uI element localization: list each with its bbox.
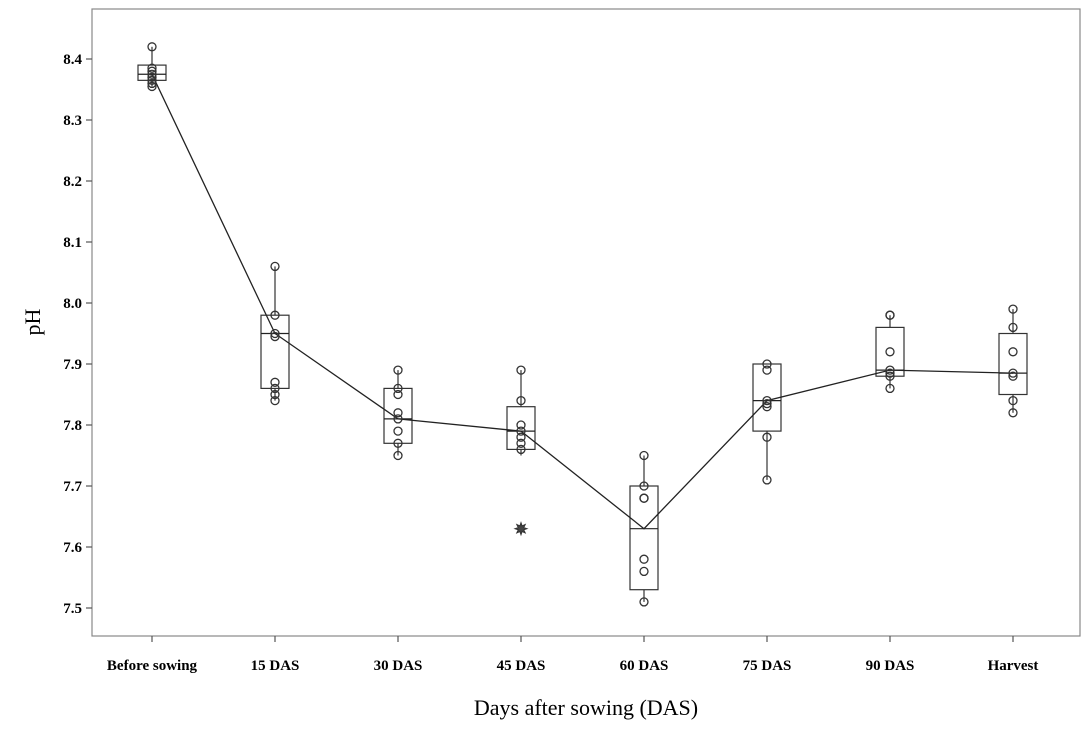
data-point xyxy=(762,398,772,409)
data-point xyxy=(885,347,895,357)
box-6 xyxy=(752,363,782,480)
y-axis: 7.5 7.6 7.7 7.8 7.9 8.0 8.1 8.2 8.3 8.4 xyxy=(63,52,92,617)
y-tick-label: 7.7 xyxy=(63,479,82,495)
x-tick-label: 15 DAS xyxy=(251,658,300,674)
data-point xyxy=(1008,304,1018,314)
box-2 xyxy=(260,266,290,401)
data-point xyxy=(639,554,649,564)
data-point xyxy=(393,426,403,436)
data-point xyxy=(762,402,772,412)
data-point xyxy=(1008,322,1018,333)
data-point xyxy=(639,450,649,461)
y-tick-label: 8.3 xyxy=(63,113,82,129)
x-axis-label: Days after sowing (DAS) xyxy=(474,695,698,720)
data-point xyxy=(393,383,403,394)
data-point xyxy=(516,365,526,375)
data-point xyxy=(147,42,157,52)
y-tick-label: 8.2 xyxy=(63,174,82,190)
data-point xyxy=(270,328,280,339)
box-3 xyxy=(383,370,413,456)
data-point xyxy=(147,72,157,82)
box-4 xyxy=(506,370,536,456)
data-point xyxy=(885,310,895,320)
data-point xyxy=(147,78,157,89)
box-8 xyxy=(998,309,1028,413)
data-point xyxy=(516,426,526,436)
data-point xyxy=(762,432,772,442)
data-point xyxy=(393,389,403,400)
median-connecting-line xyxy=(151,73,1014,530)
y-tick-label: 7.8 xyxy=(63,418,82,434)
data-point xyxy=(762,475,772,485)
outlier-marker xyxy=(513,521,529,537)
x-axis: Before sowing 15 DAS 30 DAS 45 DAS 60 DAS 75 … xyxy=(107,636,1038,674)
iqr-box xyxy=(629,485,659,591)
data-point xyxy=(270,395,280,406)
data-point xyxy=(516,395,526,406)
y-tick-label: 7.9 xyxy=(63,357,82,373)
data-point xyxy=(762,365,772,375)
data-point xyxy=(516,444,526,455)
data-point xyxy=(270,377,280,387)
data-point xyxy=(147,81,157,92)
iqr-box xyxy=(260,314,290,390)
box-plots xyxy=(137,46,1028,602)
iqr-box xyxy=(875,326,905,377)
data-point xyxy=(1008,347,1018,357)
data-point xyxy=(885,365,895,375)
data-point xyxy=(270,331,280,342)
x-tick-label: Harvest xyxy=(988,658,1039,674)
data-point xyxy=(1008,371,1018,381)
data-point xyxy=(270,389,280,400)
data-point xyxy=(270,383,280,394)
box-5 xyxy=(629,455,659,602)
box-7 xyxy=(875,315,905,389)
data-point xyxy=(639,481,649,491)
x-tick-label: Before sowing xyxy=(107,658,198,674)
iqr-box xyxy=(752,363,782,432)
data-point xyxy=(270,261,280,272)
iqr-box xyxy=(383,387,413,444)
data-point xyxy=(393,450,403,461)
data-point xyxy=(147,69,157,79)
data-point xyxy=(639,566,649,577)
x-tick-label: 90 DAS xyxy=(866,658,915,674)
y-axis-label: pH xyxy=(20,308,45,335)
y-tick-label: 7.5 xyxy=(63,601,82,617)
data-point xyxy=(393,414,403,424)
iqr-box xyxy=(506,406,536,451)
x-tick-label: 30 DAS xyxy=(374,658,423,674)
iqr-box xyxy=(998,332,1028,396)
y-tick-label: 8.1 xyxy=(63,235,82,251)
data-point xyxy=(147,63,157,73)
y-tick-label: 7.6 xyxy=(63,540,82,556)
data-point xyxy=(885,371,895,381)
data-point xyxy=(1008,408,1018,418)
data-point xyxy=(147,75,157,85)
data-point xyxy=(516,438,526,448)
data-point xyxy=(270,310,280,320)
data-point xyxy=(885,383,895,394)
data-point xyxy=(147,66,157,76)
data-point xyxy=(393,438,403,448)
data-point xyxy=(393,365,403,375)
data-point xyxy=(885,368,895,378)
data-point xyxy=(762,359,772,369)
y-tick-label: 8.4 xyxy=(63,52,82,68)
y-tick-label: 8.0 xyxy=(63,296,82,312)
data-point xyxy=(516,432,526,442)
data-point xyxy=(639,597,649,607)
data-points xyxy=(147,42,1018,607)
data-point xyxy=(1008,368,1018,378)
data-point xyxy=(639,493,649,503)
data-point xyxy=(516,420,526,430)
x-tick-label: 75 DAS xyxy=(743,658,792,674)
x-tick-label: 60 DAS xyxy=(620,658,669,674)
plot-frame xyxy=(91,8,1081,637)
data-point xyxy=(393,408,403,418)
x-tick-label: 45 DAS xyxy=(497,658,546,674)
data-point xyxy=(762,395,772,406)
data-point xyxy=(1008,395,1018,406)
